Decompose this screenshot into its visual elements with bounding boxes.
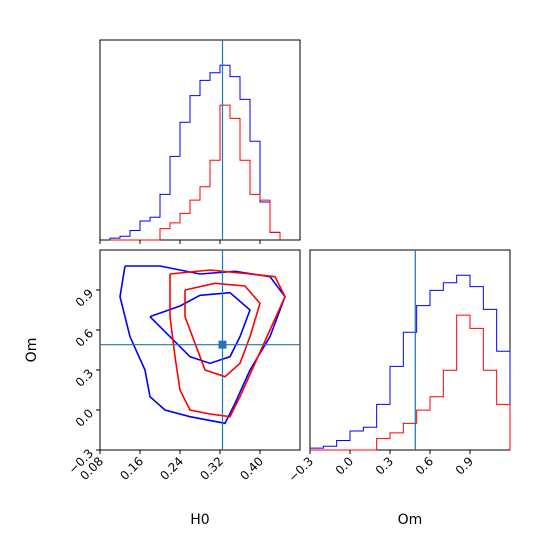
h0-xticks: 0.08 0.16 0.24 0.32 0.40 xyxy=(77,450,266,483)
om-xtick-label-1: 0.0 xyxy=(333,454,356,477)
panel-om-hist: −0.3 0.0 0.3 0.6 0.9 Om xyxy=(286,249,511,528)
frame-h0-hist xyxy=(99,39,301,241)
h0-hist-series-0 xyxy=(109,64,281,240)
om-yticks: −0.30.00.30.60.9 xyxy=(66,286,100,477)
om-ytick-label-2: 0.3 xyxy=(73,366,96,389)
om-hist-series-0 xyxy=(309,274,511,450)
contour-series_a-outer xyxy=(119,265,286,425)
frame-om-hist xyxy=(309,249,511,451)
h0-hist-ticks xyxy=(99,240,261,244)
om-ytick-label-1: 0.0 xyxy=(73,406,96,429)
om-xticks: −0.3 0.0 0.3 0.6 0.9 xyxy=(286,450,476,485)
om-hist-series xyxy=(309,274,511,451)
om-xtick-label-0: −0.3 xyxy=(286,454,317,485)
h0-hist-series xyxy=(109,64,281,241)
om-ytick-label-3: 0.6 xyxy=(73,326,96,349)
om-hist-series-1 xyxy=(310,314,511,451)
xlabel-om: Om xyxy=(398,512,423,528)
ylabel-om: Om xyxy=(24,338,40,363)
h0-xtick-label-2: 0.24 xyxy=(157,454,186,483)
xlabel-h0: H0 xyxy=(190,512,209,528)
truth-marker xyxy=(218,340,227,349)
h0-xtick-label-4: 0.40 xyxy=(237,454,266,483)
om-ytick-label-4: 0.9 xyxy=(73,286,96,309)
h0-xtick-label-3: 0.32 xyxy=(197,454,226,483)
panel-h0-hist xyxy=(99,39,301,244)
contour-series_a-inner xyxy=(149,291,251,365)
contour-series_b-inner xyxy=(184,282,261,378)
om-xtick-label-4: 0.9 xyxy=(453,454,476,477)
h0-xtick-label-1: 0.16 xyxy=(117,454,146,483)
frame-h0-om xyxy=(99,249,301,451)
h0-hist-series-1 xyxy=(110,104,281,241)
panel-h0-om-contours: 0.08 0.16 0.24 0.32 0.40 −0.30.00.30.60.9 H0… xyxy=(24,249,301,528)
om-xtick-label-3: 0.6 xyxy=(413,454,436,477)
contour-series_b-outer xyxy=(169,269,286,418)
contours xyxy=(119,265,286,425)
om-xtick-label-2: 0.3 xyxy=(373,454,396,477)
